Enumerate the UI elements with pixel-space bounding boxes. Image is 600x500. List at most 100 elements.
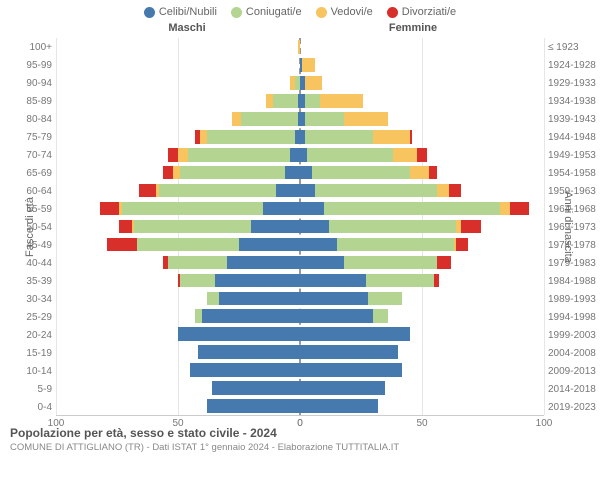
side-m: [56, 289, 300, 307]
bar: [300, 274, 439, 288]
legend-label: Vedovi/e: [331, 6, 373, 18]
bar: [207, 292, 300, 306]
seg-vedovi: [344, 112, 388, 126]
birth-tick: 1949-1953: [544, 146, 596, 164]
birth-tick: 1999-2003: [544, 326, 596, 344]
age-tick: 95-99: [4, 56, 56, 74]
bar: [190, 363, 300, 377]
side-m: [56, 271, 300, 289]
seg-divorziati: [449, 184, 461, 198]
pyramid-row: [56, 128, 544, 146]
seg-divorziati: [434, 274, 439, 288]
bar: [300, 381, 385, 395]
side-m: [56, 92, 300, 110]
seg-celibi: [300, 256, 344, 270]
seg-coniugati: [241, 112, 297, 126]
seg-coniugati: [273, 94, 297, 108]
birth-tick: 1954-1958: [544, 164, 596, 182]
seg-celibi: [300, 363, 402, 377]
bar: [300, 58, 315, 72]
bar: [300, 363, 402, 377]
seg-coniugati: [305, 112, 344, 126]
side-f: [300, 235, 544, 253]
pyramid-row: [56, 182, 544, 200]
bar: [300, 94, 363, 108]
side-f: [300, 74, 544, 92]
seg-celibi: [207, 399, 300, 413]
side-f: [300, 361, 544, 379]
swatch-icon: [387, 7, 398, 18]
bar: [198, 345, 300, 359]
bar: [119, 220, 300, 234]
bar: [232, 112, 300, 126]
seg-vedovi: [320, 94, 364, 108]
birth-tick: 2009-2013: [544, 362, 596, 380]
birth-tick: 2019-2023: [544, 398, 596, 416]
age-tick: 5-9: [4, 380, 56, 398]
seg-coniugati: [305, 94, 320, 108]
side-m: [56, 253, 300, 271]
bar: [163, 166, 300, 180]
birth-tick: 2004-2008: [544, 344, 596, 362]
seg-coniugati: [180, 274, 214, 288]
bar: [178, 327, 300, 341]
seg-celibi: [285, 166, 300, 180]
seg-divorziati: [119, 220, 131, 234]
seg-celibi: [276, 184, 300, 198]
bar-rows: [56, 38, 544, 415]
pyramid-row: [56, 379, 544, 397]
plot: [56, 38, 544, 416]
side-f: [300, 200, 544, 218]
birth-tick: 2014-2018: [544, 380, 596, 398]
seg-vedovi: [373, 130, 410, 144]
bar: [212, 381, 300, 395]
side-f: [300, 271, 544, 289]
side-f: [300, 397, 544, 415]
side-m: [56, 110, 300, 128]
seg-coniugati: [329, 220, 456, 234]
pyramid-row: [56, 164, 544, 182]
birth-tick: 1939-1943: [544, 110, 596, 128]
birth-tick: ≤ 1923: [544, 38, 596, 56]
pyramid-row: [56, 38, 544, 56]
xtick: 100: [48, 418, 65, 429]
seg-celibi: [300, 202, 324, 216]
bar: [163, 256, 300, 270]
bar: [300, 345, 398, 359]
seg-celibi: [300, 220, 329, 234]
seg-celibi: [190, 363, 300, 377]
side-m: [56, 397, 300, 415]
bar: [300, 292, 402, 306]
seg-vedovi: [266, 94, 273, 108]
side-m: [56, 218, 300, 236]
bar: [300, 327, 410, 341]
bar: [300, 130, 412, 144]
seg-coniugati: [368, 292, 402, 306]
side-m: [56, 182, 300, 200]
seg-coniugati: [315, 184, 437, 198]
pyramid-row: [56, 218, 544, 236]
legend: Celibi/NubiliConiugati/eVedovi/eDivorzia…: [4, 0, 596, 22]
side-f: [300, 253, 544, 271]
swatch-icon: [231, 7, 242, 18]
bar: [168, 148, 300, 162]
seg-coniugati: [337, 238, 454, 252]
legend-label: Celibi/Nubili: [159, 6, 217, 18]
seg-vedovi: [500, 202, 510, 216]
seg-vedovi: [302, 58, 314, 72]
bar: [300, 166, 437, 180]
bar: [300, 148, 427, 162]
seg-coniugati: [195, 309, 202, 323]
birth-tick: 1989-1993: [544, 290, 596, 308]
seg-celibi: [300, 381, 385, 395]
seg-coniugati: [207, 292, 219, 306]
pyramid-row: [56, 361, 544, 379]
legend-item: Divorziati/e: [387, 6, 456, 18]
seg-coniugati: [137, 238, 239, 252]
legend-label: Divorziati/e: [402, 6, 456, 18]
seg-coniugati: [324, 202, 500, 216]
side-f: [300, 325, 544, 343]
bar: [107, 238, 300, 252]
side-m: [56, 235, 300, 253]
age-tick: 10-14: [4, 362, 56, 380]
